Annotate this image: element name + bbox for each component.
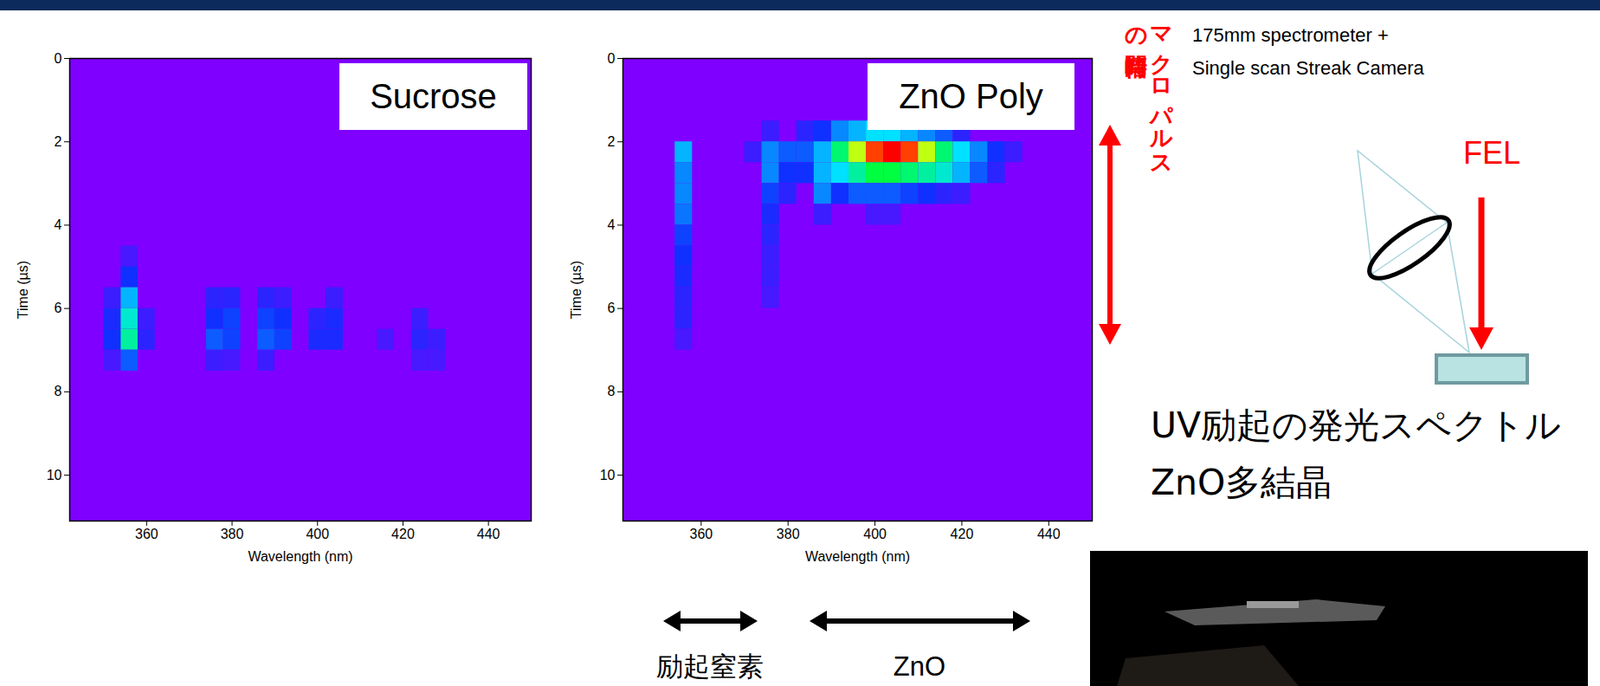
svg-text:ZnO: ZnO (893, 651, 946, 682)
svg-text:420: 420 (391, 526, 415, 542)
svg-text:Time (µs): Time (µs) (15, 260, 31, 319)
html-text:ZnO多結晶: ZnO多結晶 (1150, 461, 1332, 504)
svg-text:励起窒素: 励起窒素 (656, 650, 764, 682)
svg-text:420: 420 (950, 526, 975, 542)
svg-text:6: 6 (54, 300, 63, 316)
html-text:UV励起の発光スペクトル: UV励起の発光スペクトル (1150, 404, 1562, 446)
html-text:175mm spectrometer +: 175mm spectrometer + (1192, 24, 1389, 46)
html-text:Sucrose: Sucrose (369, 77, 497, 116)
svg-text:4: 4 (607, 217, 616, 233)
svg-text:10: 10 (46, 467, 63, 483)
svg-text:440: 440 (477, 526, 501, 542)
svg-text:0: 0 (607, 51, 616, 66)
svg-text:2: 2 (607, 134, 616, 149)
svg-text:440: 440 (1037, 526, 1061, 542)
svg-text:2: 2 (54, 134, 63, 149)
svg-text:Wavelength (nm): Wavelength (nm) (805, 548, 910, 564)
html-text:マクロパルスの時間幅: マクロパルスの時間幅 (1123, 12, 1175, 168)
svg-text:400: 400 (305, 526, 330, 542)
html-text:ZnO Poly: ZnO Poly (898, 77, 1044, 116)
svg-text:4: 4 (54, 217, 63, 233)
svg-text:Time (µs): Time (µs) (568, 260, 584, 319)
svg-text:400: 400 (863, 526, 887, 542)
svg-text:360: 360 (135, 526, 159, 542)
svg-text:8: 8 (54, 383, 63, 399)
svg-text:380: 380 (776, 526, 800, 542)
html-text:FEL: FEL (1463, 135, 1521, 171)
svg-text:360: 360 (689, 526, 713, 542)
svg-text:Wavelength (nm): Wavelength (nm) (247, 548, 353, 564)
svg-text:380: 380 (220, 526, 245, 542)
svg-text:8: 8 (607, 383, 616, 399)
svg-text:6: 6 (607, 300, 616, 316)
svg-text:0: 0 (54, 51, 63, 66)
html-text:Single scan Streak Camera: Single scan Streak Camera (1192, 57, 1425, 79)
svg-text:10: 10 (600, 467, 616, 483)
